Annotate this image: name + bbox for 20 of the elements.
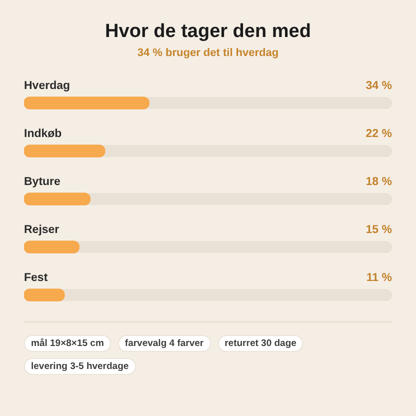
tag-pill: mål 19×8×15 cm [24,335,111,352]
tag-pill: returret 30 dage [218,335,304,352]
y-tick-label: Indkøb [24,128,62,140]
bar [24,192,91,206]
bar [24,144,106,158]
data-label: 22 % [366,128,392,140]
y-tick-label: Rejser [24,224,60,236]
y-tick-label: Hverdag [24,80,70,92]
data-label: 18 % [366,176,392,188]
data-label: 34 % [366,80,392,92]
bar [24,288,65,302]
tag-pill: farvevalg 4 farver [118,335,211,352]
tag-pill: levering 3-5 hverdage [24,358,136,375]
data-label: 11 % [366,272,392,284]
chart-subtitle: 34 % bruger det til hverdag [136,46,280,60]
y-tick-label: Byture [24,176,60,188]
y-tick-label: Fest [24,272,48,284]
bar [24,240,80,254]
data-label: 15 % [366,224,392,236]
chart-title: Hvor de tager den med [104,20,312,44]
